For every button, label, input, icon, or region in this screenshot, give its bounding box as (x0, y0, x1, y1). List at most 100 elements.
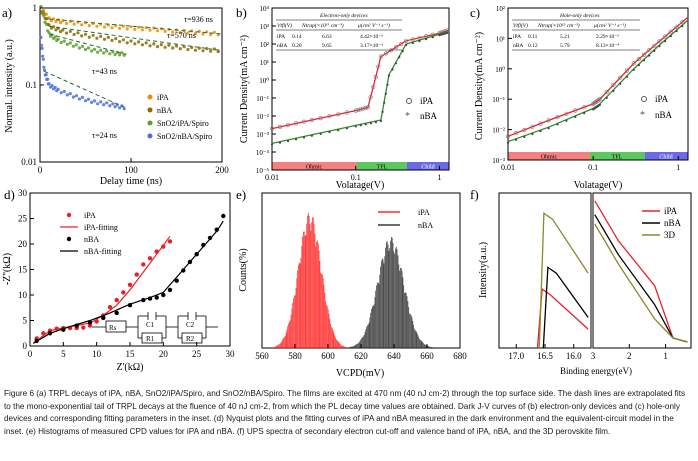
chart-d-point (147, 256, 153, 261)
chart-d-xlabel: Z'(kΩ) (116, 362, 143, 373)
chart-b-ytick-label: 10³ (260, 23, 269, 31)
chart-c-table-r1c3: 8.13×10⁻⁴ (596, 43, 619, 49)
chart-d-point (114, 310, 119, 316)
chart-c-point (531, 132, 534, 136)
chart-c-table-r0c2: 5.21 (560, 34, 570, 40)
chart-b-point (383, 101, 386, 104)
chart-d: Rs C1 R1 C2 R2 iPA iPA-fitting nBA nBA-fitt… (2, 188, 235, 373)
chart-b-legend-nba: nBA (420, 111, 438, 121)
chart-c-region-ohmic (508, 152, 590, 160)
chart-a-point (148, 28, 152, 32)
chart-b-point (270, 143, 274, 146)
chart-b-ytick-label: 10¹ (260, 59, 269, 67)
chart-a-point (44, 73, 48, 77)
chart-a-point (122, 107, 126, 111)
chart-b-series-line (271, 30, 450, 145)
chart-b-point (359, 124, 362, 127)
chart-d-xtick-label: 25 (192, 349, 202, 359)
chart-a-point (39, 43, 44, 47)
chart-d-point (121, 290, 126, 295)
chart-b-point (376, 64, 381, 69)
chart-f-xtick-label: 16.0 (566, 351, 582, 361)
chart-c-point (523, 135, 526, 138)
chart-b-point (337, 129, 340, 132)
chart-a-ylabel: Normal. intensity (a.u.) (4, 39, 15, 133)
chart-a-point (46, 77, 50, 81)
chart-b-point (401, 50, 404, 53)
chart-b-point (438, 34, 441, 37)
chart-a-fit-line (48, 33, 127, 55)
chart-b-point (310, 134, 313, 137)
chart-b: Ohmic TFL Child Electron-only devices Vt… (239, 5, 450, 191)
chart-b-region-ohmic-label: Ohmic (306, 165, 323, 171)
chart-b-point (277, 124, 283, 129)
chart-c-xtick-label: 1 (676, 163, 680, 172)
chart-a-point (178, 47, 182, 51)
chart-c-point (625, 75, 629, 78)
chart-d-xtick-label: 5 (61, 349, 66, 359)
chart-c-point (530, 124, 535, 129)
chart-b-ytick-label: 10² (260, 41, 269, 49)
chart-c-table-r1c2: 5.79 (560, 43, 570, 49)
chart-d-point (127, 282, 133, 287)
chart-c-point (681, 25, 684, 28)
chart-a-point (83, 99, 88, 103)
chart-a-point (83, 47, 88, 52)
chart-b-ytick-label: 10⁻² (256, 113, 269, 121)
chart-a-point (68, 29, 72, 33)
chart-a-point (54, 28, 58, 32)
chart-a-point (49, 19, 54, 23)
chart-a-point (216, 50, 220, 54)
chart-a-point (201, 49, 205, 53)
chart-a-point (65, 42, 69, 47)
chart-b-point (379, 119, 382, 123)
chart-b-point (387, 74, 391, 77)
chart-a-point (80, 95, 85, 99)
chart-f-xtick-label: 3 (591, 351, 596, 361)
chart-b-point (301, 119, 307, 124)
chart-d-xtick-label: 15 (126, 349, 136, 359)
chart-a-point (99, 100, 103, 104)
chart-b-point (368, 95, 373, 100)
chart-f-xtick-label: 16.5 (537, 351, 553, 361)
chart-a-legend-label: nBA (157, 106, 172, 115)
chart-b-region-child (407, 162, 449, 170)
chart-a-point (105, 49, 109, 53)
chart-b-point (354, 125, 357, 128)
figure-canvas: a) b) c) d) e) f) τ=936 ns τ=570 ns τ=43… (2, 3, 692, 379)
chart-b-point (394, 62, 397, 65)
chart-b-region-tfl-label: TFL (377, 165, 388, 171)
chart-b-point (405, 43, 408, 47)
chart-b-table-r1c3: 3.17×10⁻³ (360, 43, 383, 49)
chart-a-point (186, 31, 190, 35)
chart-a-point (99, 34, 103, 39)
chart-a-point (47, 31, 51, 35)
chart-f-xtick-label: 2 (627, 351, 632, 361)
chart-c-point (538, 121, 543, 126)
chart-f-xtick-label: 1 (663, 351, 668, 361)
chart-d-ytick-label: 20 (18, 239, 28, 249)
chart-f-frame-right (592, 192, 692, 349)
chart-c-point (642, 59, 646, 62)
chart-c-point (565, 119, 568, 122)
chart-a-point (212, 47, 216, 51)
chart-b-point (384, 92, 387, 95)
chart-d-ytick-label: 15 (18, 265, 28, 275)
chart-b-point (327, 114, 332, 119)
chart-b-point (383, 51, 389, 56)
chart-a-point (68, 92, 72, 96)
chart-c-point (574, 115, 577, 118)
chart-c-point (674, 24, 679, 29)
chart-c-point (648, 54, 651, 57)
chart-d-point (101, 315, 106, 321)
chart-d-circuit-c1: C1 (146, 321, 155, 329)
chart-f-xlabel: Binding energy(eV) (560, 366, 632, 376)
chart-b-ytick-label: 10⁰ (259, 77, 269, 85)
chart-a-point (114, 37, 118, 41)
chart-a-point (137, 40, 141, 44)
chart-c-table-h0: Vtfl(V) (513, 22, 528, 29)
chart-a-point (118, 26, 122, 30)
chart-b-point (444, 32, 447, 35)
chart-a-point (121, 38, 125, 42)
chart-a-point (80, 34, 84, 38)
